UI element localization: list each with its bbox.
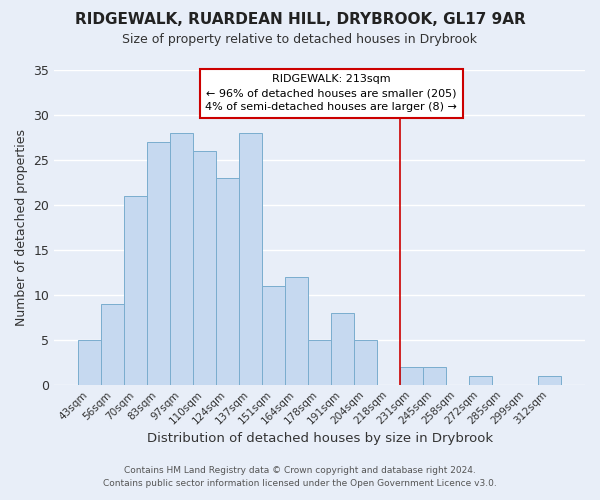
Bar xyxy=(239,133,262,384)
Bar xyxy=(124,196,148,384)
Text: RIDGEWALK, RUARDEAN HILL, DRYBROOK, GL17 9AR: RIDGEWALK, RUARDEAN HILL, DRYBROOK, GL17… xyxy=(74,12,526,28)
Bar xyxy=(308,340,331,384)
Bar xyxy=(170,133,193,384)
Bar xyxy=(285,277,308,384)
Bar xyxy=(148,142,170,384)
Bar xyxy=(262,286,285,384)
Bar xyxy=(101,304,124,384)
Bar xyxy=(423,366,446,384)
Bar xyxy=(400,366,423,384)
Bar xyxy=(469,376,492,384)
Text: Size of property relative to detached houses in Drybrook: Size of property relative to detached ho… xyxy=(122,32,478,46)
Y-axis label: Number of detached properties: Number of detached properties xyxy=(15,129,28,326)
Bar xyxy=(538,376,561,384)
Bar xyxy=(216,178,239,384)
Bar xyxy=(331,313,354,384)
Text: Contains HM Land Registry data © Crown copyright and database right 2024.
Contai: Contains HM Land Registry data © Crown c… xyxy=(103,466,497,487)
Bar xyxy=(354,340,377,384)
Bar xyxy=(79,340,101,384)
Text: RIDGEWALK: 213sqm
← 96% of detached houses are smaller (205)
4% of semi-detached: RIDGEWALK: 213sqm ← 96% of detached hous… xyxy=(205,74,457,112)
Bar xyxy=(193,151,216,384)
X-axis label: Distribution of detached houses by size in Drybrook: Distribution of detached houses by size … xyxy=(146,432,493,445)
